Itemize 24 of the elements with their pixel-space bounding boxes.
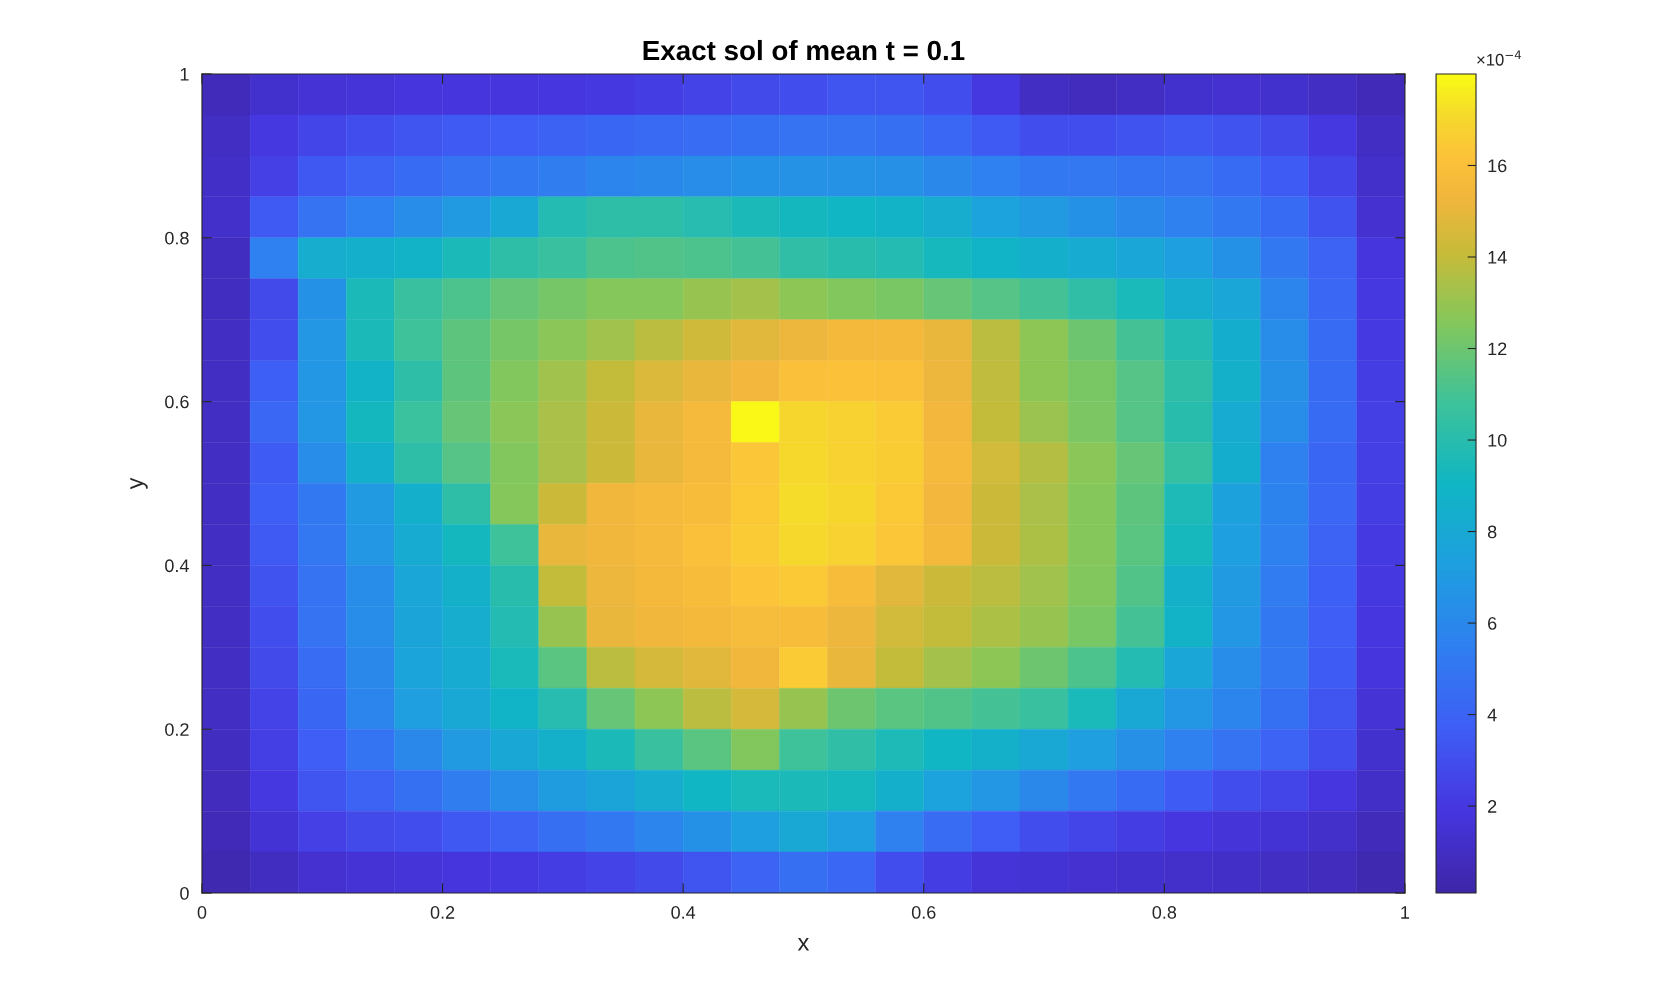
y-tick-label: 0.2 <box>165 723 189 736</box>
color-bar-label: 10 <box>1488 433 1507 447</box>
x-tick-label: 0.4 <box>671 906 696 919</box>
y-tick-label: 0 <box>180 886 189 900</box>
y-tick-label: 0.6 <box>165 395 189 409</box>
y-tick-label: 1 <box>180 68 189 81</box>
color-bar-label: 6 <box>1488 617 1497 630</box>
x-tick-label: 0 <box>197 906 207 919</box>
x-tick-label: 0.8 <box>1152 906 1177 919</box>
color-bar-label: 16 <box>1488 159 1507 173</box>
color-bar-label: 12 <box>1488 342 1507 356</box>
x-axis-title: x <box>797 938 810 951</box>
x-tick-label: 0.6 <box>911 906 936 919</box>
color-bar-label: 14 <box>1488 251 1507 264</box>
y-tick-label: 0.8 <box>165 231 189 245</box>
color-bar-label: 4 <box>1487 708 1497 722</box>
chart-title: Exact sol of mean t = 0.1 <box>643 39 965 61</box>
x-tick-label: 1 <box>1401 906 1410 919</box>
color-bar-label: 8 <box>1487 525 1497 539</box>
color-bar-label: 2 <box>1488 800 1497 813</box>
y-tick-label: 0.4 <box>165 559 189 573</box>
y-axis-title: y <box>130 477 148 490</box>
color-bar-title: ×10$^{−4}$ <box>1477 50 1521 66</box>
x-tick-label: 0.2 <box>430 906 455 919</box>
